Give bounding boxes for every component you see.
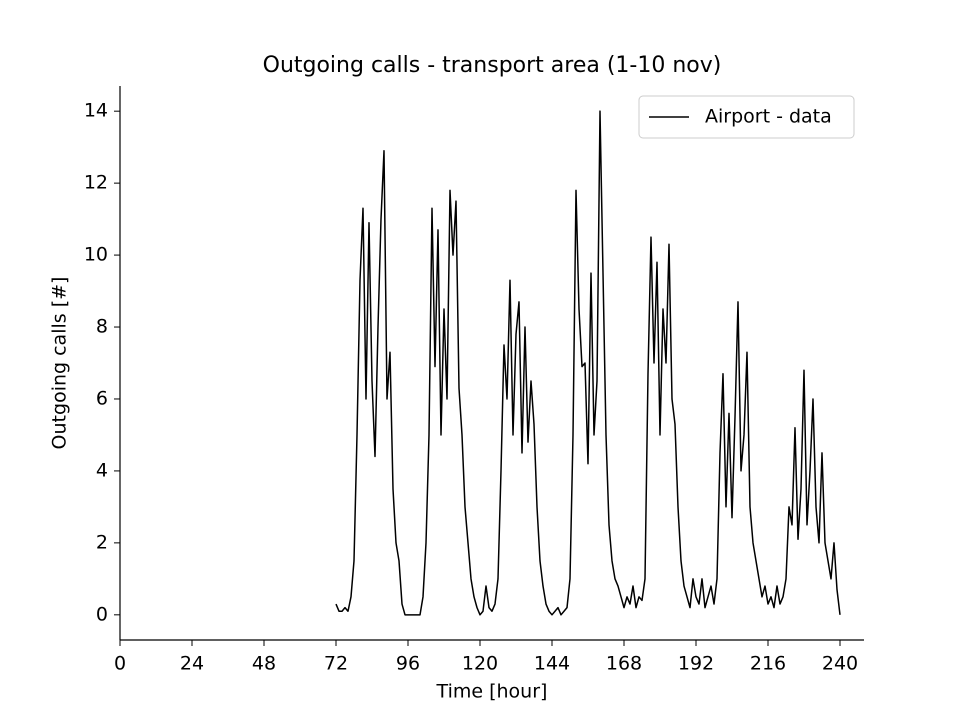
x-tick-label: 216 [750,653,786,675]
x-tick-label: 168 [606,653,642,675]
y-tick-label: 10 [84,244,108,266]
x-tick-label: 72 [324,653,348,675]
legend-box [638,95,855,139]
chart-title: Outgoing calls - transport area (1-10 no… [263,53,722,78]
y-tick-label: 4 [96,459,108,481]
x-tick-label: 24 [180,653,204,675]
data-line [335,110,841,616]
x-tick-label: 96 [396,653,420,675]
y-tick-label: 6 [96,387,108,409]
x-tick-label: 192 [678,653,714,675]
y-tick-label: 14 [84,100,108,122]
x-tick-label: 240 [822,653,858,675]
y-tick-label: 8 [96,316,108,338]
x-tick-label: 0 [114,653,126,675]
x-tick-label: 120 [462,653,498,675]
y-axis-label: Outgoing calls [#] [49,277,71,450]
x-tick-label: 144 [534,653,570,675]
y-tick-label: 2 [96,531,108,553]
y-tick-label: 12 [84,172,108,194]
legend-label: Airport - data [705,106,832,128]
y-tick-label: 0 [96,603,108,625]
x-tick-label: 48 [252,653,276,675]
x-axis-label: Time [hour] [436,681,548,703]
